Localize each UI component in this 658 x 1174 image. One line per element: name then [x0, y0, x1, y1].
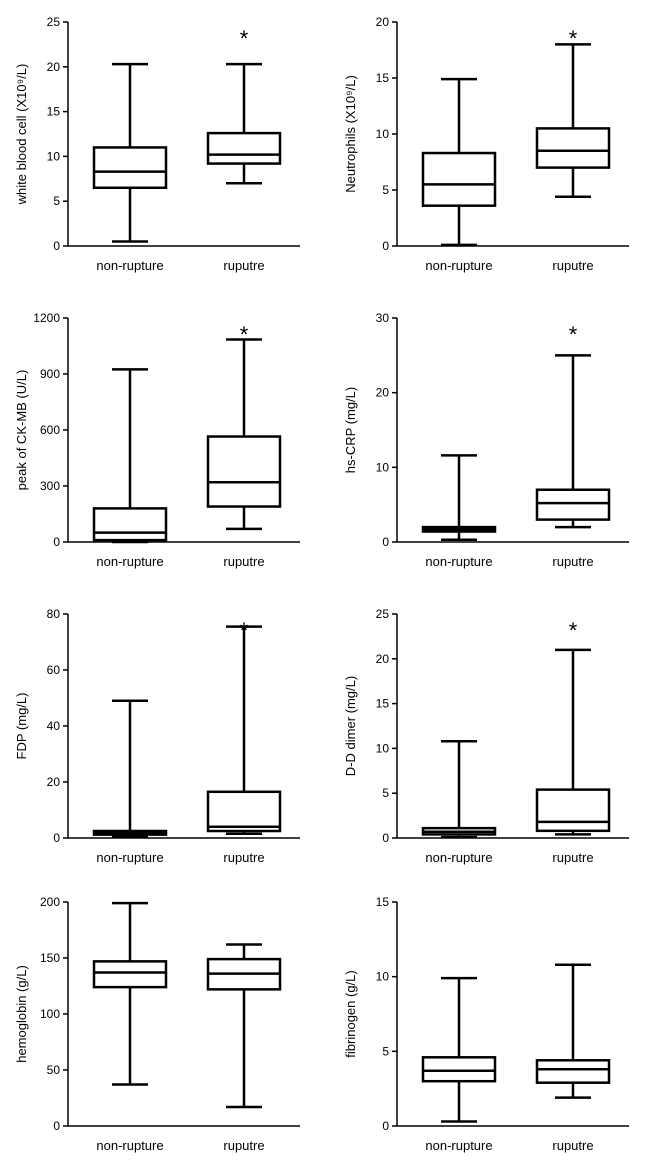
- chart-hs-crp: 0 10 20 30 hs-CRP (mg/L) non-rupture * ruputre: [343, 311, 629, 569]
- y-tick-label: 20: [47, 60, 61, 74]
- iqr-box: [421, 1056, 497, 1083]
- y-tick-label: 25: [47, 15, 61, 29]
- y-tick-label: 15: [376, 697, 390, 711]
- iqr-box: [206, 435, 282, 508]
- category-label: ruputre: [552, 258, 593, 273]
- iqr-box: [92, 146, 168, 190]
- y-tick-label: 80: [47, 607, 61, 621]
- iqr-box: [535, 788, 611, 833]
- category-label: ruputre: [552, 850, 593, 865]
- chart-fibrinogen: 0 5 10 15 fibrinogen (g/L) non-rupture ruputre: [343, 895, 629, 1153]
- y-tick-label: 1200: [33, 311, 60, 325]
- panel-neutrophils: 0 5 10 15 20 Neutrophils (X10⁹/L) non-rupture *…: [329, 0, 658, 290]
- y-tick-label: 200: [40, 895, 60, 909]
- y-axis-label: hs-CRP (mg/L): [343, 387, 358, 473]
- panel-hemoglobin: 0 50 100 150 200 hemoglobin (g/L) non-rupture r…: [0, 880, 329, 1174]
- category-label: ruputre: [223, 850, 264, 865]
- category-label: ruputre: [223, 1138, 264, 1153]
- y-tick-label: 5: [382, 183, 389, 197]
- y-tick-label: 30: [376, 311, 390, 325]
- y-tick-label: 20: [47, 775, 61, 789]
- y-axis-label: FDP (mg/L): [14, 693, 29, 760]
- y-tick-label: 0: [53, 831, 60, 845]
- significance-marker: *: [569, 322, 578, 347]
- y-tick-label: 15: [47, 105, 61, 119]
- category-label: non-rupture: [96, 1138, 163, 1153]
- iqr-box: [92, 507, 168, 542]
- chart-white-blood-cell: 0 5 10 15 20 25 white blood cell (X10⁹/L) non-r…: [14, 15, 300, 273]
- y-tick-label: 10: [376, 970, 390, 984]
- y-axis-label: peak of CK-MB (U/L): [14, 370, 29, 491]
- y-axis-label: hemoglobin (g/L): [14, 965, 29, 1063]
- category-label: non-rupture: [425, 554, 492, 569]
- category-label: non-rupture: [425, 850, 492, 865]
- y-tick-label: 150: [40, 951, 60, 965]
- panel-d-d-dimer: 0 5 10 15 20 25 D-D dimer (mg/L) non-rupture * ru…: [329, 592, 658, 882]
- y-tick-label: 0: [382, 1119, 389, 1133]
- y-tick-label: 0: [382, 831, 389, 845]
- y-tick-label: 25: [376, 607, 390, 621]
- category-label: ruputre: [223, 258, 264, 273]
- y-tick-label: 600: [40, 423, 60, 437]
- iqr-box: [206, 790, 282, 833]
- y-tick-label: 60: [47, 663, 61, 677]
- chart-fdp: 0 20 40 60 80 FDP (mg/L) non-rupture * ruputre: [14, 607, 300, 865]
- y-tick-label: 5: [382, 1044, 389, 1058]
- y-tick-label: 40: [47, 719, 61, 733]
- panel-white-blood-cell: 0 5 10 15 20 25 white blood cell (X10⁹/L) non-r…: [0, 0, 329, 290]
- chart-ck-mb: 0 300 600 900 1200 peak of CK-MB (U/L) non-rup…: [14, 311, 300, 569]
- y-tick-label: 100: [40, 1007, 60, 1021]
- panel-fibrinogen: 0 5 10 15 fibrinogen (g/L) non-rupture ruputre: [329, 880, 658, 1174]
- significance-marker: *: [240, 618, 249, 643]
- category-label: non-rupture: [96, 554, 163, 569]
- category-label: non-rupture: [96, 258, 163, 273]
- significance-marker: *: [240, 26, 249, 51]
- chart-neutrophils: 0 5 10 15 20 Neutrophils (X10⁹/L) non-rupture *…: [343, 15, 629, 273]
- y-tick-label: 0: [382, 239, 389, 253]
- y-tick-label: 0: [53, 239, 60, 253]
- category-label: ruputre: [552, 554, 593, 569]
- chart-d-d-dimer: 0 5 10 15 20 25 D-D dimer (mg/L) non-rupture * ru…: [343, 607, 629, 865]
- y-tick-label: 10: [376, 127, 390, 141]
- y-axis-label: white blood cell (X10⁹/L): [14, 64, 29, 206]
- category-label: ruputre: [552, 1138, 593, 1153]
- y-tick-label: 0: [382, 535, 389, 549]
- y-tick-label: 0: [53, 535, 60, 549]
- y-tick-label: 20: [376, 386, 390, 400]
- category-label: non-rupture: [425, 258, 492, 273]
- y-tick-label: 10: [376, 460, 390, 474]
- y-tick-label: 5: [53, 194, 60, 208]
- category-label: non-rupture: [425, 1138, 492, 1153]
- y-tick-label: 900: [40, 367, 60, 381]
- y-axis-label: Neutrophils (X10⁹/L): [343, 75, 358, 193]
- y-tick-label: 20: [376, 652, 390, 666]
- y-tick-label: 10: [376, 741, 390, 755]
- category-label: non-rupture: [96, 850, 163, 865]
- chart-hemoglobin: 0 50 100 150 200 hemoglobin (g/L) non-rupture r…: [14, 895, 300, 1153]
- iqr-box: [421, 151, 497, 207]
- y-axis-label: D-D dimer (mg/L): [343, 676, 358, 776]
- y-axis-label: fibrinogen (g/L): [343, 970, 358, 1057]
- iqr-box: [535, 1059, 611, 1084]
- y-tick-label: 20: [376, 15, 390, 29]
- significance-marker: *: [569, 26, 578, 51]
- y-tick-label: 0: [53, 1119, 60, 1133]
- panel-hs-crp: 0 10 20 30 hs-CRP (mg/L) non-rupture * ruputre: [329, 296, 658, 586]
- y-tick-label: 300: [40, 479, 60, 493]
- significance-marker: *: [240, 322, 249, 347]
- iqr-box: [92, 960, 168, 989]
- y-tick-label: 50: [47, 1063, 61, 1077]
- y-tick-label: 15: [376, 895, 390, 909]
- panel-ck-mb: 0 300 600 900 1200 peak of CK-MB (U/L) non-rup…: [0, 296, 329, 586]
- iqr-box: [535, 127, 611, 169]
- category-label: ruputre: [223, 554, 264, 569]
- significance-marker: *: [569, 618, 578, 643]
- y-tick-label: 10: [47, 149, 61, 163]
- iqr-box: [206, 131, 282, 165]
- y-tick-label: 15: [376, 71, 390, 85]
- iqr-box: [535, 488, 611, 521]
- y-tick-label: 5: [382, 786, 389, 800]
- panel-fdp: 0 20 40 60 80 FDP (mg/L) non-rupture * ruputre: [0, 592, 329, 882]
